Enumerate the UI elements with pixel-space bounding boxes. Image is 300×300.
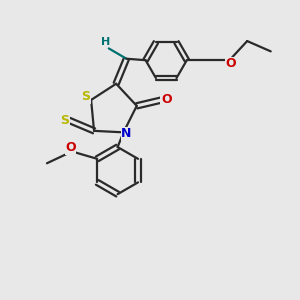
Text: O: O — [65, 141, 76, 154]
Text: O: O — [226, 57, 236, 70]
Text: S: S — [60, 114, 69, 127]
Text: N: N — [121, 127, 132, 140]
Text: H: H — [101, 37, 110, 47]
Text: O: O — [161, 93, 172, 106]
Text: S: S — [81, 91, 90, 103]
